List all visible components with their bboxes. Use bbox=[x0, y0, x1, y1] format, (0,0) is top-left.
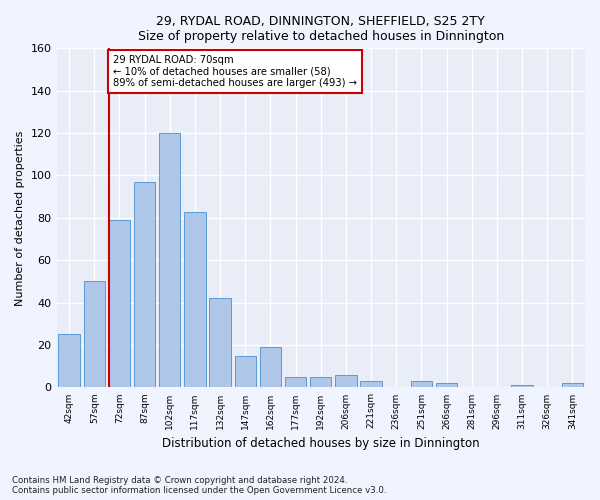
Bar bbox=[436, 383, 457, 388]
Bar bbox=[184, 212, 206, 388]
Bar bbox=[361, 381, 382, 388]
Bar bbox=[83, 282, 105, 388]
Y-axis label: Number of detached properties: Number of detached properties bbox=[15, 130, 25, 306]
Bar bbox=[134, 182, 155, 388]
Bar bbox=[511, 386, 533, 388]
Text: Contains HM Land Registry data © Crown copyright and database right 2024.
Contai: Contains HM Land Registry data © Crown c… bbox=[12, 476, 386, 495]
Text: 29 RYDAL ROAD: 70sqm
← 10% of detached houses are smaller (58)
89% of semi-detac: 29 RYDAL ROAD: 70sqm ← 10% of detached h… bbox=[113, 54, 356, 88]
Bar bbox=[335, 374, 356, 388]
Bar bbox=[310, 377, 331, 388]
Bar bbox=[58, 334, 80, 388]
Bar bbox=[209, 298, 231, 388]
X-axis label: Distribution of detached houses by size in Dinnington: Distribution of detached houses by size … bbox=[162, 437, 479, 450]
Bar bbox=[260, 347, 281, 388]
Title: 29, RYDAL ROAD, DINNINGTON, SHEFFIELD, S25 2TY
Size of property relative to deta: 29, RYDAL ROAD, DINNINGTON, SHEFFIELD, S… bbox=[137, 15, 504, 43]
Bar bbox=[411, 381, 432, 388]
Bar bbox=[159, 133, 181, 388]
Bar bbox=[562, 383, 583, 388]
Bar bbox=[109, 220, 130, 388]
Bar bbox=[235, 356, 256, 388]
Bar bbox=[285, 377, 307, 388]
